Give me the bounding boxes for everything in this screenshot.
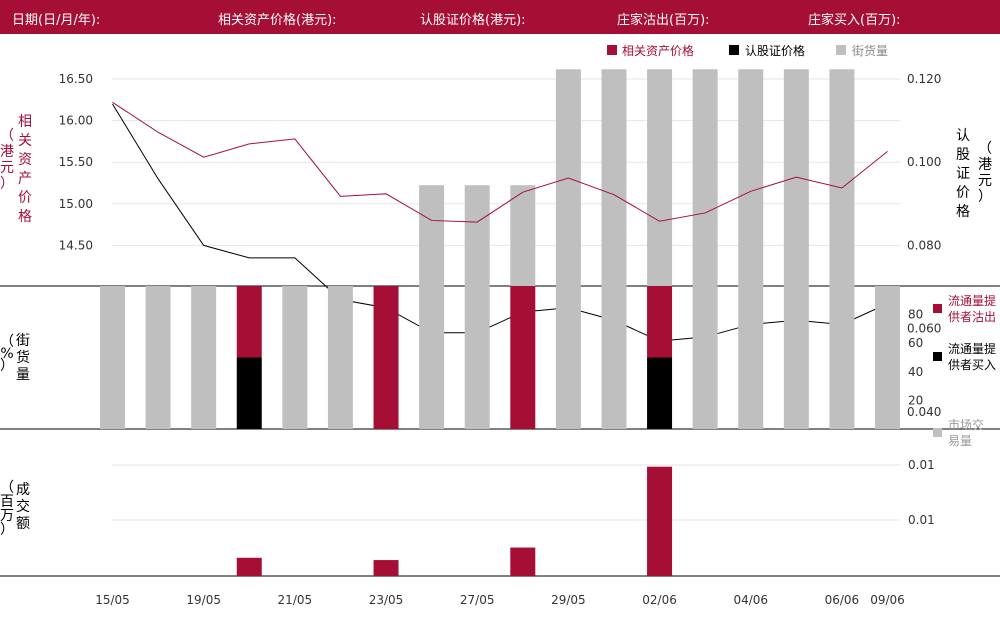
market-volume-bar [191, 286, 217, 429]
market-volume-bar [464, 286, 490, 429]
x-tick-label: 21/05 [278, 593, 313, 607]
market-volume-bar [783, 286, 809, 429]
market-volume-bar [692, 286, 718, 429]
issuer-sell-bar [236, 286, 262, 358]
legend-outstanding-label: 街货量 [852, 43, 888, 58]
underlying-axis-title: 相关资产价格（港元） [0, 114, 32, 225]
underlying-tick-label: 16.50 [59, 72, 93, 86]
legend-warrant-swatch [729, 45, 739, 55]
legend-issuer-buy-swatch [933, 352, 942, 361]
outstanding-tick-label: 40 [908, 365, 923, 379]
turnover-bar [647, 466, 673, 576]
price-outstanding-bar [829, 69, 855, 286]
turnover-bar [510, 547, 536, 576]
legend-market-label: 市场交易量 [948, 417, 984, 448]
turnover-tick-label: 0.01 [908, 513, 935, 527]
x-tick-label: 09/06 [870, 593, 905, 607]
market-volume-bar [875, 286, 900, 429]
legend-outstanding-swatch [836, 45, 846, 55]
warrant-price-label: 认股证价格(港元): [420, 13, 526, 28]
warrant-tick-label: 0.040 [907, 405, 941, 419]
price-outstanding-bar [510, 185, 536, 286]
price-outstanding-bar [419, 185, 445, 286]
x-tick-label: 27/05 [460, 593, 495, 607]
legend-issuer-buy-label: 流通量提供者买入 [948, 341, 996, 372]
underlying-tick-label: 16.00 [59, 114, 93, 128]
price-outstanding-bar [601, 69, 627, 286]
x-tick-label: 23/05 [369, 593, 404, 607]
turnover-axis-ticks: 0.01 0.01 [908, 458, 935, 527]
x-tick-label: 04/06 [733, 593, 768, 607]
underlying-price-line [112, 101, 888, 223]
issuer-buy-bar [236, 357, 262, 429]
warrant-axis-ticks: 0.120 0.100 0.080 0.060 0.040 [907, 72, 941, 419]
warrant-tick-label: 0.060 [907, 322, 941, 336]
market-volume-bar [601, 286, 627, 429]
issuer-sell-bar [510, 286, 536, 429]
market-volume-bar [555, 286, 581, 429]
x-tick-label: 29/05 [551, 593, 586, 607]
underlying-tick-label: 15.00 [59, 197, 93, 211]
x-tick-label: 19/05 [186, 593, 221, 607]
x-tick-label: 06/06 [825, 593, 860, 607]
warrant-price-line [112, 103, 888, 342]
turnover-bar [373, 560, 399, 576]
turnover-tick-label: 0.01 [908, 458, 935, 472]
price-outstanding-bar [692, 69, 718, 286]
legend-issuer-sell-label: 流通量提供者沽出 [948, 293, 996, 324]
warrant-axis-title: 认股证价格（港元） [956, 128, 992, 220]
market-volume-bar [829, 286, 855, 429]
underlying-tick-label: 15.50 [59, 155, 93, 169]
legend-issuer-sell-swatch [933, 304, 942, 313]
x-axis-ticks: 15/05 19/05 21/05 23/05 27/05 29/05 02/06 04/06… [95, 593, 905, 607]
warrant-tick-label: 0.100 [907, 155, 941, 169]
market-volume-bar [327, 286, 353, 429]
issuer-sell-label: 庄家沽出(百万): [617, 13, 710, 28]
warrant-tick-label: 0.120 [907, 72, 941, 86]
market-volume-bar [282, 286, 308, 429]
market-volume-bar [100, 286, 125, 429]
market-volume-bar [145, 286, 171, 429]
turnover-bar [236, 557, 262, 576]
underlying-tick-label: 14.50 [59, 238, 93, 252]
legend-market-swatch [933, 428, 942, 437]
legend-warrant-label: 认股证价格 [745, 43, 805, 58]
underlying-price-label: 相关资产价格(港元): [218, 13, 337, 28]
outstanding-axis-title: 街货量（%） [0, 333, 30, 383]
market-volume-bar [738, 286, 764, 429]
price-outstanding-bar [738, 69, 764, 286]
price-outstanding-bar [464, 185, 490, 286]
outstanding-tick-label: 20 [908, 393, 923, 407]
outstanding-legend: 流通量提供者沽出 流通量提供者买入 市场交易量 [933, 293, 996, 448]
outstanding-tick-label: 60 [908, 336, 923, 350]
x-tick-label: 02/06 [642, 593, 677, 607]
date-label: 日期(日/月/年): [12, 13, 101, 28]
outstanding-tick-label: 80 [908, 308, 923, 322]
issuer-sell-bar [373, 286, 399, 429]
x-tick-label: 15/05 [95, 593, 130, 607]
market-volume-bar [419, 286, 445, 429]
legend-underlying-label: 相关资产价格 [622, 43, 694, 58]
price-outstanding-bars [419, 69, 855, 286]
outstanding-axis-ticks: 80 60 40 20 [908, 308, 923, 408]
issuer-buy-bar [647, 357, 673, 429]
issuer-buy-label: 庄家买入(百万): [808, 13, 901, 28]
turnover-axis-title: 成交额（百万） [0, 480, 30, 538]
warrant-tick-label: 0.080 [907, 238, 941, 252]
turnover-bars [236, 466, 673, 576]
chart-legend: 相关资产价格 认股证价格 街货量 [607, 43, 888, 58]
issuer-sell-bar [647, 286, 673, 358]
underlying-axis-ticks: 16.50 16.00 15.50 15.00 14.50 [59, 72, 93, 252]
outstanding-bars [100, 286, 900, 429]
legend-underlying-swatch [607, 45, 617, 55]
header-bar: 日期(日/月/年): 相关资产价格(港元): 认股证价格(港元): 庄家沽出(百… [0, 0, 1000, 34]
price-outstanding-bar [647, 69, 673, 286]
